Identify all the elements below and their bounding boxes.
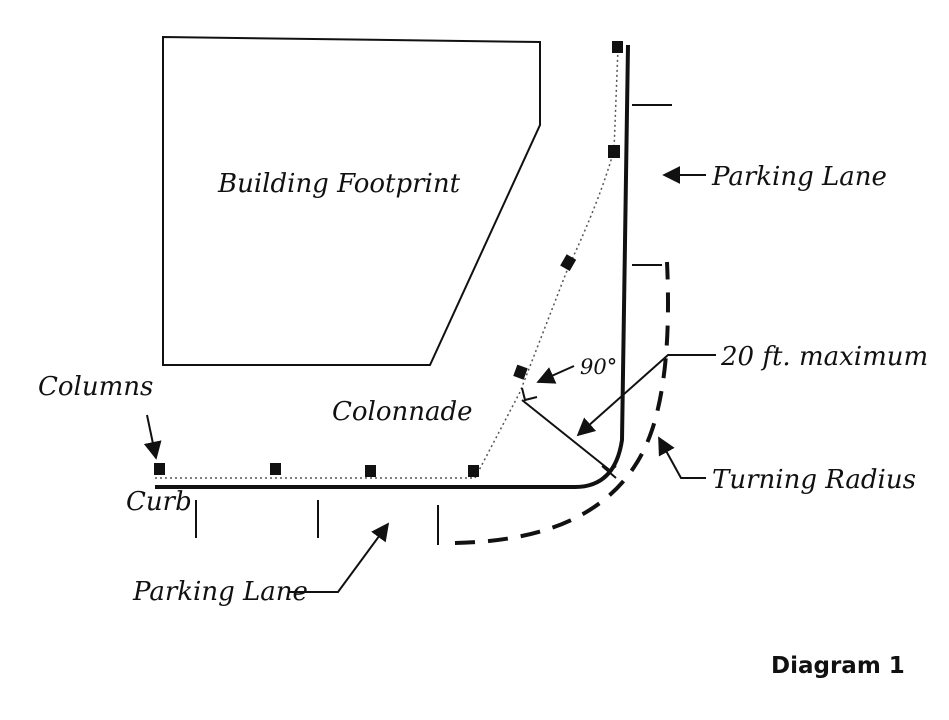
building-label: Building Footprint [217,169,461,199]
max-radius-label: 20 ft. maximum [720,342,928,372]
colonnade-label: Colonnade [332,397,473,427]
columns-label: Columns [38,372,153,402]
radius-line [521,399,613,473]
turning-radius-arc [454,261,670,545]
angle-label: 90° [580,355,617,379]
curb-label: Curb [126,487,192,517]
turning-radius-arrow [658,436,706,479]
parking-lane-bottom-arrow [288,522,390,593]
column [365,465,376,477]
parking-lane-right-label: Parking Lane [711,162,887,192]
turning-radius-label: Turning Radius [712,465,916,495]
angle-arrow [536,365,575,384]
diagram-caption: Diagram 1 [771,653,905,679]
building-footprint-outline [162,35,541,366]
right-angle-marker [521,387,538,402]
column [560,254,577,272]
column [468,465,479,477]
column [513,364,528,380]
column [270,463,281,475]
column [608,145,620,158]
columns-arrow [143,414,162,460]
column [612,41,623,53]
parking-lane-bottom-label: Parking Lane [132,577,308,607]
max-radius-arrow [576,354,716,437]
column [154,463,165,475]
corner-x-mark [601,465,617,479]
